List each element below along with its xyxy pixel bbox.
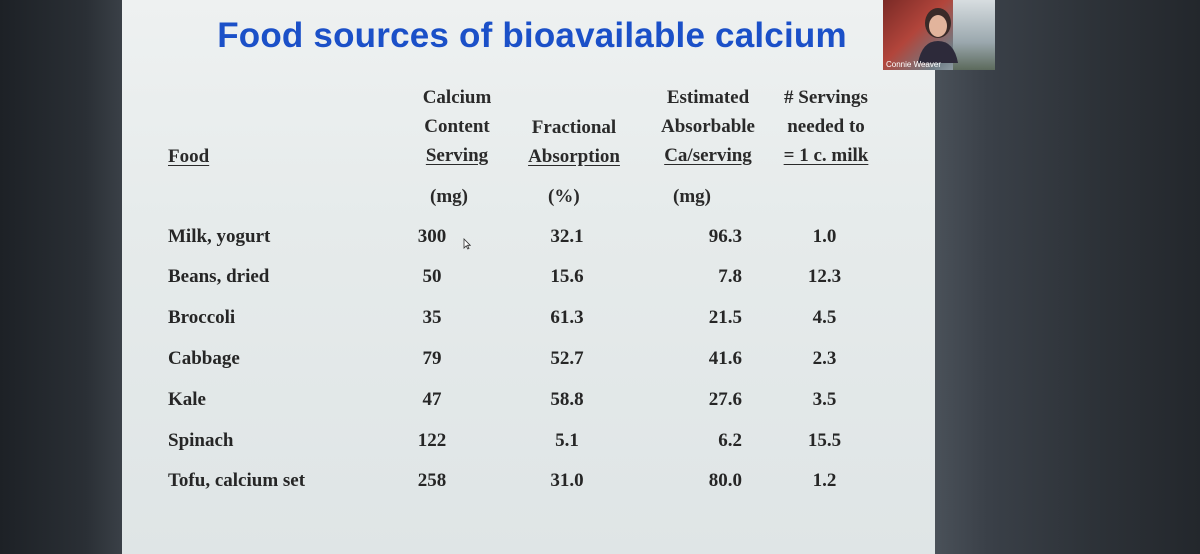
header-fractional-line1: Fractional	[531, 117, 617, 138]
cell-estimated: 80.0	[708, 470, 742, 491]
header-estimated: Estimated Absorbable Ca/serving	[652, 83, 764, 170]
cell-absorption: 32.1	[550, 226, 584, 247]
cell-calcium: 300	[417, 226, 447, 247]
header-calcium-line3: Serving	[425, 145, 489, 166]
cell-servings: 1.2	[812, 470, 837, 491]
header-calcium-line2: Content	[424, 116, 490, 137]
cell-absorption: 52.7	[550, 348, 584, 369]
table-row: Spinach 122 5.1 6.2 15.5	[122, 430, 935, 460]
screen-bezel-left	[0, 0, 122, 554]
header-servings-line3: = 1 c. milk	[783, 145, 869, 166]
cell-estimated: 21.5	[708, 307, 742, 328]
cell-calcium: 122	[417, 430, 447, 451]
cell-food: Kale	[168, 389, 206, 410]
cell-calcium: 50	[422, 266, 442, 287]
cell-absorption: 58.8	[550, 389, 584, 410]
cell-estimated: 96.3	[708, 226, 742, 247]
cell-calcium: 35	[422, 307, 442, 328]
table-row: Beans, dried 50 15.6 7.8 12.3	[122, 266, 935, 296]
header-calcium: Calcium Content Serving	[407, 83, 507, 170]
cell-absorption: 15.6	[550, 266, 584, 287]
presentation-slide: Food sources of bioavailable calcium Foo…	[122, 0, 935, 554]
cell-servings: 15.5	[807, 430, 842, 451]
cell-servings: 2.3	[812, 348, 837, 369]
header-food: Food	[168, 146, 210, 167]
unit-calcium: (mg)	[430, 186, 468, 207]
cell-estimated: 7.8	[718, 266, 742, 287]
cell-servings: 12.3	[807, 266, 842, 287]
header-servings-line1: # Servings	[784, 87, 868, 108]
cell-food: Tofu, calcium set	[168, 470, 306, 491]
cell-servings: 3.5	[812, 389, 837, 410]
video-background	[953, 0, 995, 70]
table-row: Milk, yogurt 300 32.1 96.3 1.0	[122, 226, 935, 256]
header-servings-line2: needed to	[787, 116, 865, 137]
cell-absorption: 61.3	[550, 307, 584, 328]
cell-servings: 4.5	[812, 307, 837, 328]
header-estimated-line1: Estimated	[666, 87, 750, 108]
table-row: Tofu, calcium set 258 31.0 80.0 1.2	[122, 470, 935, 500]
header-fractional-line2: Absorption	[528, 146, 620, 167]
cell-servings: 1.0	[812, 226, 837, 247]
table-row: Kale 47 58.8 27.6 3.5	[122, 389, 935, 419]
cell-food: Spinach	[168, 430, 234, 451]
mouse-pointer-icon	[463, 238, 471, 250]
participant-avatar-icon	[918, 8, 958, 63]
cell-food: Cabbage	[168, 348, 240, 369]
table-row: Broccoli 35 61.3 21.5 4.5	[122, 307, 935, 337]
cell-calcium: 79	[422, 348, 442, 369]
cell-calcium: 258	[417, 470, 447, 491]
unit-estimated: (mg)	[673, 186, 711, 207]
participant-name: Connie Weaver	[886, 60, 941, 69]
screen-bezel-right	[935, 0, 1200, 554]
header-calcium-line1: Calcium	[422, 87, 492, 108]
cell-food: Beans, dried	[168, 266, 270, 287]
cell-food: Milk, yogurt	[168, 226, 271, 247]
cell-estimated: 6.2	[718, 430, 742, 451]
cell-absorption: 5.1	[555, 430, 579, 451]
slide-title: Food sources of bioavailable calcium	[217, 16, 847, 55]
cell-estimated: 41.6	[708, 348, 742, 369]
table-row: Cabbage 79 52.7 41.6 2.3	[122, 348, 935, 378]
header-servings: # Servings needed to = 1 c. milk	[767, 83, 885, 170]
header-estimated-line3: Ca/serving	[664, 145, 752, 166]
participant-video-tile[interactable]: Connie Weaver	[883, 0, 995, 70]
cell-estimated: 27.6	[708, 389, 742, 410]
header-estimated-line2: Absorbable	[661, 116, 755, 137]
header-fractional: Fractional Absorption	[514, 113, 634, 171]
unit-fractional: (%)	[548, 186, 580, 207]
cell-food: Broccoli	[168, 307, 236, 328]
cell-calcium: 47	[422, 389, 442, 410]
cell-absorption: 31.0	[550, 470, 584, 491]
